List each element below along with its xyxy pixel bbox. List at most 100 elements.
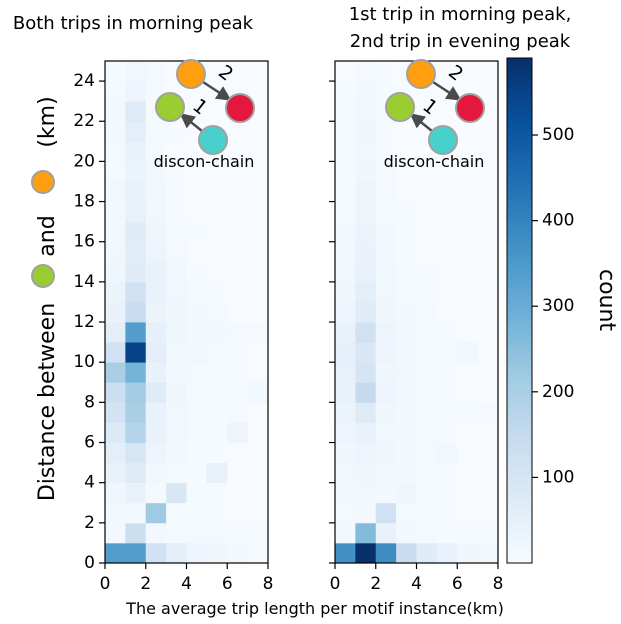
heatmap-cell bbox=[247, 141, 269, 162]
heatmap-cell bbox=[355, 161, 377, 182]
heatmap-cell bbox=[247, 281, 269, 303]
heatmap-cell bbox=[416, 462, 438, 484]
heatmap-cell bbox=[247, 261, 269, 283]
heatmap-cell bbox=[355, 121, 377, 142]
heatmap-cell bbox=[457, 161, 479, 182]
heatmap-cell bbox=[436, 342, 458, 363]
heatmap-cell bbox=[416, 482, 438, 504]
heatmap-cell bbox=[335, 362, 356, 383]
colorbar-gradient bbox=[506, 57, 533, 564]
heatmap-cell bbox=[166, 261, 187, 283]
x-tick-label: 8 bbox=[493, 574, 504, 594]
heatmap-cell bbox=[145, 241, 167, 263]
heatmap-cell bbox=[145, 61, 167, 82]
heatmap-cell bbox=[227, 201, 249, 223]
heatmap-cell bbox=[247, 542, 269, 564]
heatmap-cell bbox=[335, 382, 356, 403]
heatmap-cell bbox=[145, 422, 167, 443]
heatmap-cell bbox=[227, 281, 249, 303]
heatmap-cell bbox=[355, 382, 377, 403]
green-node-icon bbox=[155, 92, 185, 122]
heatmap-cell bbox=[457, 482, 479, 504]
panel-morning: Both trips in morning peak 0246810121416… bbox=[13, 13, 274, 594]
heatmap-cell bbox=[375, 61, 397, 82]
heatmap-cell bbox=[186, 181, 208, 202]
heatmap-cell bbox=[335, 281, 356, 303]
heatmap-cell bbox=[396, 522, 417, 544]
heatmap-cell bbox=[436, 181, 458, 202]
heatmap-cell bbox=[105, 322, 126, 343]
heatmap-cell bbox=[436, 362, 458, 383]
heatmap-cell bbox=[206, 382, 228, 403]
green-node-icon bbox=[385, 92, 415, 122]
heatmap-cell bbox=[335, 462, 356, 484]
heatmap-cell bbox=[335, 261, 356, 283]
heatmap-cell bbox=[335, 61, 356, 82]
heatmap-cell bbox=[375, 281, 397, 303]
heatmap-cell bbox=[145, 482, 167, 504]
x-tick-label: 8 bbox=[263, 574, 274, 594]
heatmap-cell bbox=[125, 121, 147, 142]
heatmap-cell bbox=[355, 482, 377, 504]
heatmap-cell bbox=[436, 502, 458, 524]
heatmap-cell bbox=[477, 161, 499, 182]
heatmap-cell bbox=[145, 201, 167, 223]
heatmap-cell bbox=[186, 281, 208, 303]
heatmap-cell bbox=[145, 181, 167, 202]
heatmap-cell bbox=[396, 221, 417, 243]
heatmap-cell bbox=[375, 542, 397, 564]
heatmap-cell bbox=[105, 121, 126, 142]
heatmap-cell bbox=[396, 322, 417, 343]
heatmap-cell bbox=[457, 322, 479, 343]
heatmap-cell bbox=[477, 61, 499, 82]
heatmap-cell bbox=[186, 342, 208, 363]
orange-node-icon bbox=[176, 59, 206, 89]
heatmap-cell bbox=[457, 462, 479, 484]
heatmap-cell bbox=[186, 482, 208, 504]
colorbar-tick-label: 500 bbox=[542, 125, 574, 145]
heatmap-cell bbox=[206, 61, 228, 82]
heatmap-cell bbox=[416, 281, 438, 303]
heatmap-cell bbox=[355, 201, 377, 223]
heatmap-cell bbox=[477, 382, 499, 403]
heatmap-cell bbox=[125, 181, 147, 202]
heatmap-cell bbox=[457, 241, 479, 263]
heatmap-cell bbox=[227, 362, 249, 383]
heatmap-cell bbox=[436, 281, 458, 303]
heatmap-cell bbox=[227, 301, 249, 323]
heatmap-cell bbox=[416, 422, 438, 443]
heatmap-cell bbox=[436, 442, 458, 463]
heatmap-cell bbox=[186, 221, 208, 243]
colorbar-tick-label: 100 bbox=[542, 467, 574, 487]
heatmap-cell bbox=[166, 281, 187, 303]
heatmap-cell bbox=[477, 221, 499, 243]
heatmap-cell bbox=[227, 542, 249, 564]
panel-title: Both trips in morning peak bbox=[13, 13, 254, 34]
heatmap-cell bbox=[125, 221, 147, 243]
heatmap-cell bbox=[396, 442, 417, 463]
heatmap-cell bbox=[166, 301, 187, 323]
heatmap-cell bbox=[457, 261, 479, 283]
heatmap-cell bbox=[145, 502, 167, 524]
heatmap-cell bbox=[206, 522, 228, 544]
heatmap-cell bbox=[166, 382, 187, 403]
heatmap-cell bbox=[457, 281, 479, 303]
heatmap-cell bbox=[186, 542, 208, 564]
heatmap-cell bbox=[125, 261, 147, 283]
heatmap-cell bbox=[166, 322, 187, 343]
colorbar-tick-label: 300 bbox=[542, 296, 574, 316]
heatmap-cell bbox=[227, 342, 249, 363]
heatmap-cell bbox=[105, 281, 126, 303]
heatmap-cell bbox=[355, 542, 377, 564]
heatmap-cell bbox=[105, 522, 126, 544]
heatmap-cell bbox=[145, 522, 167, 544]
heatmap-cell bbox=[396, 542, 417, 564]
heatmap-cell bbox=[436, 241, 458, 263]
heatmap-cell bbox=[145, 261, 167, 283]
heatmap-cell bbox=[355, 141, 377, 162]
heatmap-cell bbox=[355, 221, 377, 243]
heatmap-cell bbox=[375, 402, 397, 423]
heatmap-cell bbox=[436, 402, 458, 423]
heatmap-cell bbox=[145, 322, 167, 343]
heatmap-cell bbox=[355, 502, 377, 524]
